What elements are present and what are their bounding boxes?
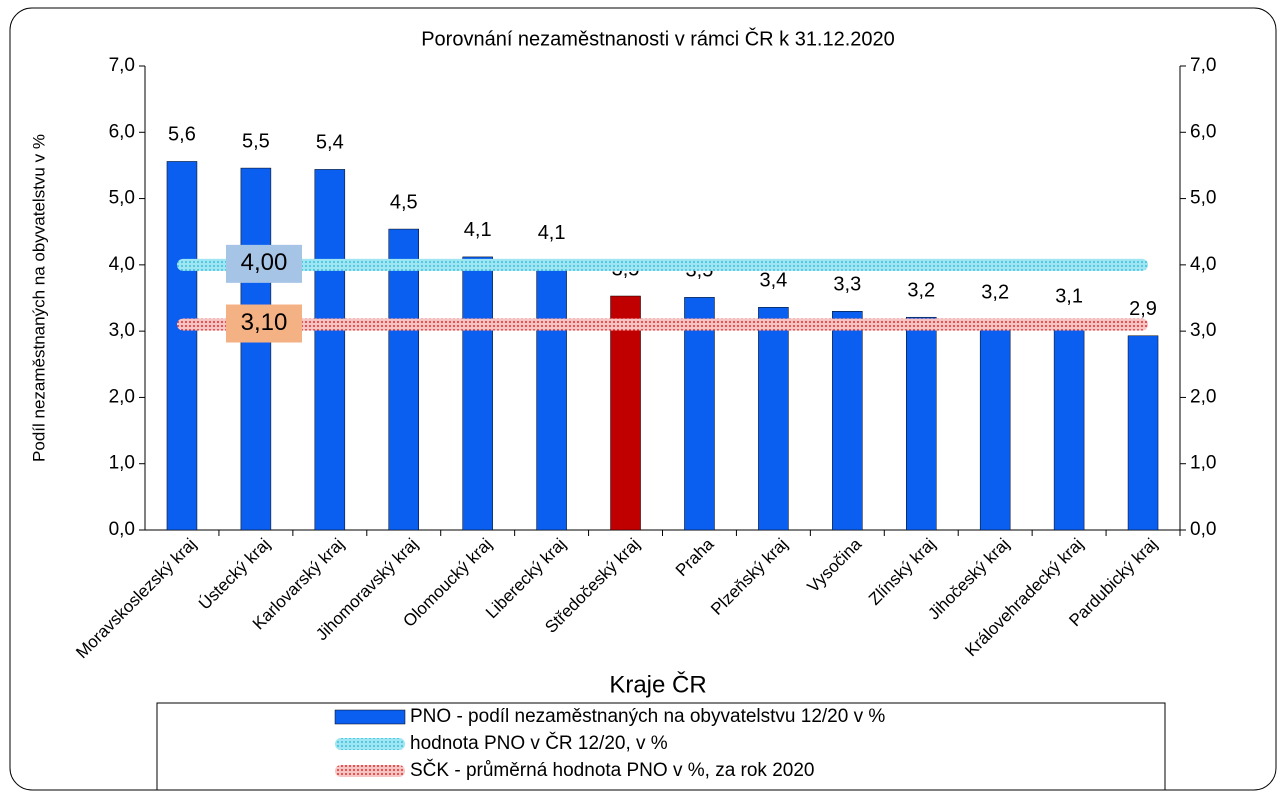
reference-label: 3,10 — [241, 309, 288, 336]
y2-tick-label: 5,0 — [1190, 188, 1216, 209]
legend-label: SČK - průměrná hodnota PNO v %, za rok 2… — [410, 759, 814, 781]
y2-tick-label: 3,0 — [1190, 320, 1216, 341]
bar — [1053, 322, 1085, 531]
y-tick-label: 4,0 — [109, 254, 135, 275]
data-label: 2,9 — [1129, 298, 1157, 320]
data-label: 4,5 — [390, 191, 418, 213]
data-label: 3,4 — [759, 270, 787, 292]
y2-tick-label: 7,0 — [1190, 55, 1216, 76]
y2-tick-label: 4,0 — [1190, 254, 1216, 275]
y2-tick-label: 0,0 — [1190, 519, 1216, 540]
reference-label: 4,00 — [241, 249, 288, 276]
bar — [832, 311, 863, 531]
y-tick-label: 3,0 — [109, 320, 135, 341]
data-label: 3,1 — [1055, 285, 1083, 307]
bar — [536, 259, 567, 531]
bar — [388, 228, 419, 531]
bar — [1127, 335, 1159, 531]
bar — [906, 316, 937, 531]
legend — [156, 702, 1166, 791]
y2-tick-label: 6,0 — [1190, 121, 1216, 142]
reference-label-box — [226, 304, 302, 343]
reference-line — [176, 318, 1149, 331]
y-tick-label: 7,0 — [109, 55, 135, 76]
data-label: 5,5 — [242, 130, 270, 152]
legend-swatch — [335, 738, 405, 750]
reference-label-box — [226, 244, 302, 283]
bar — [240, 167, 272, 531]
bar — [979, 318, 1011, 531]
data-label: 5,4 — [316, 132, 344, 154]
legend-label: hodnota PNO v ČR 12/20, v % — [410, 732, 668, 754]
bar — [166, 161, 198, 531]
bar — [684, 297, 715, 531]
data-label: 4,1 — [538, 222, 566, 244]
reference-line — [176, 258, 1149, 271]
data-label: 3,3 — [833, 274, 861, 296]
y-axis-label: Podíl nezaměstnaných na obyvatelstvu v % — [29, 134, 48, 462]
y-tick-label: 2,0 — [109, 386, 135, 407]
bar — [462, 256, 493, 531]
chart-title: Porovnání nezaměstnanosti v rámci ČR k 3… — [421, 27, 895, 50]
bar — [758, 307, 789, 531]
data-label: 3,2 — [907, 280, 935, 302]
data-label: 5,6 — [168, 124, 196, 146]
bar — [314, 169, 346, 531]
legend-swatch — [334, 709, 406, 725]
y-tick-label: 1,0 — [109, 453, 135, 474]
y-tick-label: 0,0 — [109, 519, 135, 540]
y-tick-label: 6,0 — [109, 121, 135, 142]
x-axis-label: Kraje ČR — [609, 670, 706, 698]
y2-tick-label: 2,0 — [1190, 386, 1216, 407]
bar — [610, 295, 641, 531]
data-label: 3,2 — [981, 281, 1009, 303]
legend-label: PNO - podíl nezaměstnaných na obyvatelst… — [410, 706, 885, 727]
y2-tick-label: 1,0 — [1190, 453, 1216, 474]
legend-swatch — [335, 765, 405, 777]
data-label: 4,1 — [464, 219, 492, 241]
y-tick-label: 5,0 — [109, 188, 135, 209]
